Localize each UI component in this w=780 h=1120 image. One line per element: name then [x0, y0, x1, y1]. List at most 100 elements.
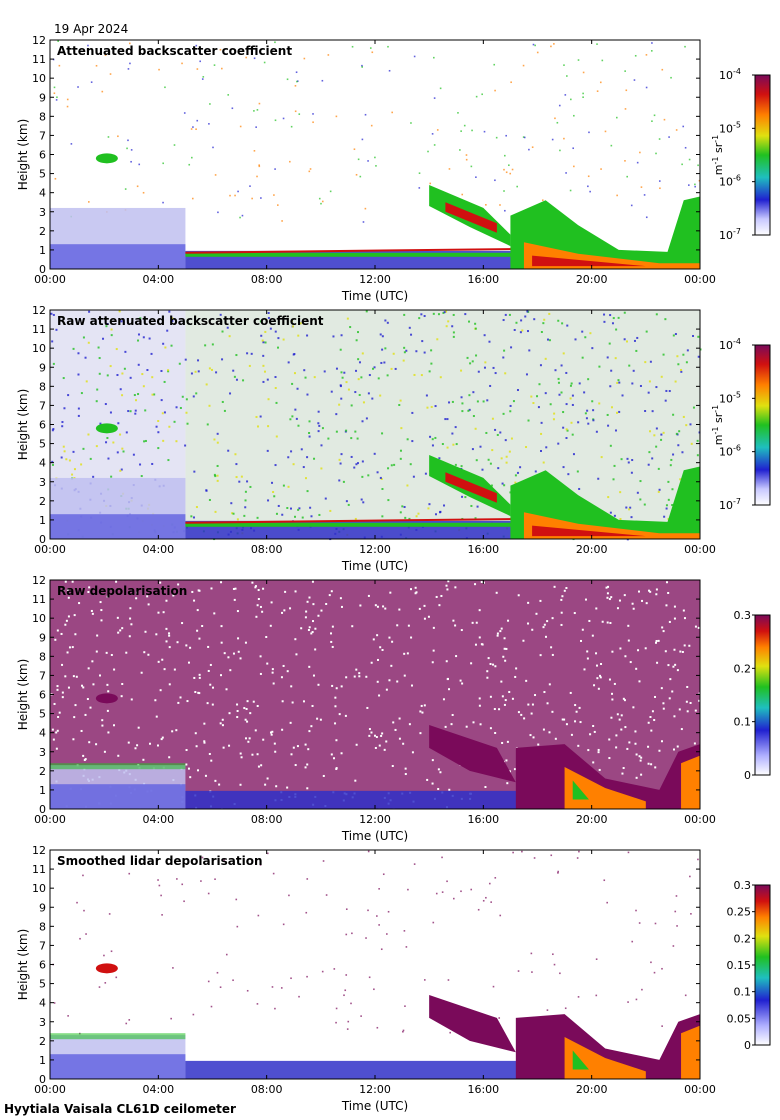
- y-tick-label: 1: [39, 514, 46, 527]
- y-tick-label: 2: [39, 765, 46, 778]
- elevated-cloud: [95, 423, 118, 434]
- x-axis: 00:00 04:00 08:00 12:00 16:00 20:00 00:00 Time …: [34, 850, 716, 1113]
- colorbar-tick-label: 0.2: [734, 932, 752, 945]
- y-axis-label: Height (km): [16, 389, 30, 460]
- colorbar: 0 0.05 0.1 0.15 0.2 0.25 0.3: [727, 879, 771, 1052]
- y-tick-label: 9: [39, 901, 46, 914]
- colorbar-gradient: [754, 344, 771, 506]
- elevated-cloud: [95, 693, 118, 704]
- colorbar-unit-label: m-1 sr-1: [711, 405, 725, 445]
- y-tick-label: 12: [32, 304, 46, 317]
- y-tick-label: 4: [39, 997, 46, 1010]
- heatmap-area: [50, 580, 702, 811]
- cloud-structure: [429, 995, 700, 1079]
- y-tick-label: 7: [39, 939, 46, 952]
- panel-title: Smoothed lidar depolarisation: [57, 854, 263, 868]
- x-tick-label: 12:00: [359, 543, 391, 556]
- heatmap-area: [50, 850, 700, 1079]
- footer-label: Hyytiala Vaisala CL61D ceilometer: [4, 1102, 236, 1116]
- y-tick-label: 3: [39, 476, 46, 489]
- x-tick-label: 08:00: [251, 813, 283, 826]
- x-tick-label: 00:00: [34, 1083, 66, 1096]
- y-tick-label: 12: [32, 844, 46, 857]
- x-tick-label: 20:00: [576, 813, 608, 826]
- y-tick-label: 6: [39, 959, 46, 972]
- colorbar-gradient: [754, 614, 771, 776]
- colorbar-tick-label: 10-4: [719, 67, 741, 82]
- noise-texture: [50, 310, 702, 541]
- colorbar-tick-label: 0.2: [734, 662, 752, 675]
- y-tick-label: 12: [32, 574, 46, 587]
- panel-4: Smoothed lidar depolarisation01234567891…: [16, 844, 771, 1113]
- stratus-layer: [185, 790, 519, 809]
- y-tick-label: 5: [39, 168, 46, 181]
- panel-title: Attenuated backscatter coefficient: [57, 44, 292, 58]
- panel-3: Raw depolarisation0123456789101112Height…: [16, 574, 771, 843]
- boundary-layer: [50, 207, 186, 269]
- colorbar-tick-label: 0.3: [734, 879, 752, 892]
- colorbar-gradient: [754, 884, 771, 1046]
- colorbar-tick-label: 0.3: [734, 609, 752, 622]
- y-tick-label: 8: [39, 920, 46, 933]
- y-axis-label: Height (km): [16, 659, 30, 730]
- colorbar-gradient: [754, 74, 771, 236]
- x-tick-label: 12:00: [359, 273, 391, 286]
- y-tick-label: 10: [32, 342, 46, 355]
- y-tick-label: 4: [39, 187, 46, 200]
- y-tick-label: 7: [39, 669, 46, 682]
- y-tick-label: 3: [39, 206, 46, 219]
- x-tick-label: 00:00: [684, 273, 716, 286]
- y-axis-label: Height (km): [16, 929, 30, 1000]
- boundary-layer: [50, 477, 186, 539]
- y-tick-label: 11: [32, 593, 46, 606]
- y-tick-label: 2: [39, 225, 46, 238]
- y-axis-label: Height (km): [16, 119, 30, 190]
- x-tick-label: 04:00: [142, 813, 174, 826]
- y-tick-label: 12: [32, 34, 46, 47]
- date-label: 19 Apr 2024: [54, 22, 128, 36]
- stratus-layer: [185, 1060, 519, 1079]
- x-axis-label: Time (UTC): [341, 559, 408, 573]
- boundary-layer: [50, 1033, 186, 1079]
- y-tick-label: 0: [39, 803, 46, 816]
- y-tick-label: 5: [39, 978, 46, 991]
- x-axis-label: Time (UTC): [341, 829, 408, 843]
- x-tick-label: 16:00: [467, 543, 499, 556]
- y-tick-label: 8: [39, 110, 46, 123]
- y-tick-label: 6: [39, 419, 46, 432]
- y-tick-label: 7: [39, 129, 46, 142]
- y-tick-label: 5: [39, 708, 46, 721]
- elevated-cloud: [95, 963, 118, 974]
- y-tick-label: 9: [39, 361, 46, 374]
- x-axis: 00:00 04:00 08:00 12:00 16:00 20:00 00:00 Time …: [34, 310, 716, 573]
- y-tick-label: 0: [39, 263, 46, 276]
- x-tick-label: 04:00: [142, 1083, 174, 1096]
- x-axis-label: Time (UTC): [341, 1099, 408, 1113]
- x-tick-label: 16:00: [467, 813, 499, 826]
- x-tick-label: 16:00: [467, 1083, 499, 1096]
- y-tick-label: 6: [39, 149, 46, 162]
- noise-texture: [52, 40, 701, 224]
- colorbar-tick-label: 0.15: [727, 959, 752, 972]
- y-tick-label: 2: [39, 1035, 46, 1048]
- y-tick-label: 9: [39, 631, 46, 644]
- panels: Attenuated backscatter coefficient012345…: [16, 34, 771, 1113]
- x-tick-label: 00:00: [684, 543, 716, 556]
- colorbar: 0 0.1 0.2 0.3: [734, 609, 771, 782]
- x-axis: 00:00 04:00 08:00 12:00 16:00 20:00 00:00 Time …: [34, 40, 716, 303]
- panel-title: Raw depolarisation: [57, 584, 187, 598]
- x-tick-label: 00:00: [684, 813, 716, 826]
- x-tick-label: 20:00: [576, 1083, 608, 1096]
- panel-2: Raw attenuated backscatter coefficient 0 1…: [16, 304, 771, 573]
- colorbar-tick-label: 10-5: [719, 390, 741, 405]
- elevated-cloud: [95, 153, 118, 164]
- y-tick-label: 11: [32, 323, 46, 336]
- y-tick-label: 8: [39, 380, 46, 393]
- y-tick-label: 10: [32, 882, 46, 895]
- x-tick-label: 00:00: [34, 273, 66, 286]
